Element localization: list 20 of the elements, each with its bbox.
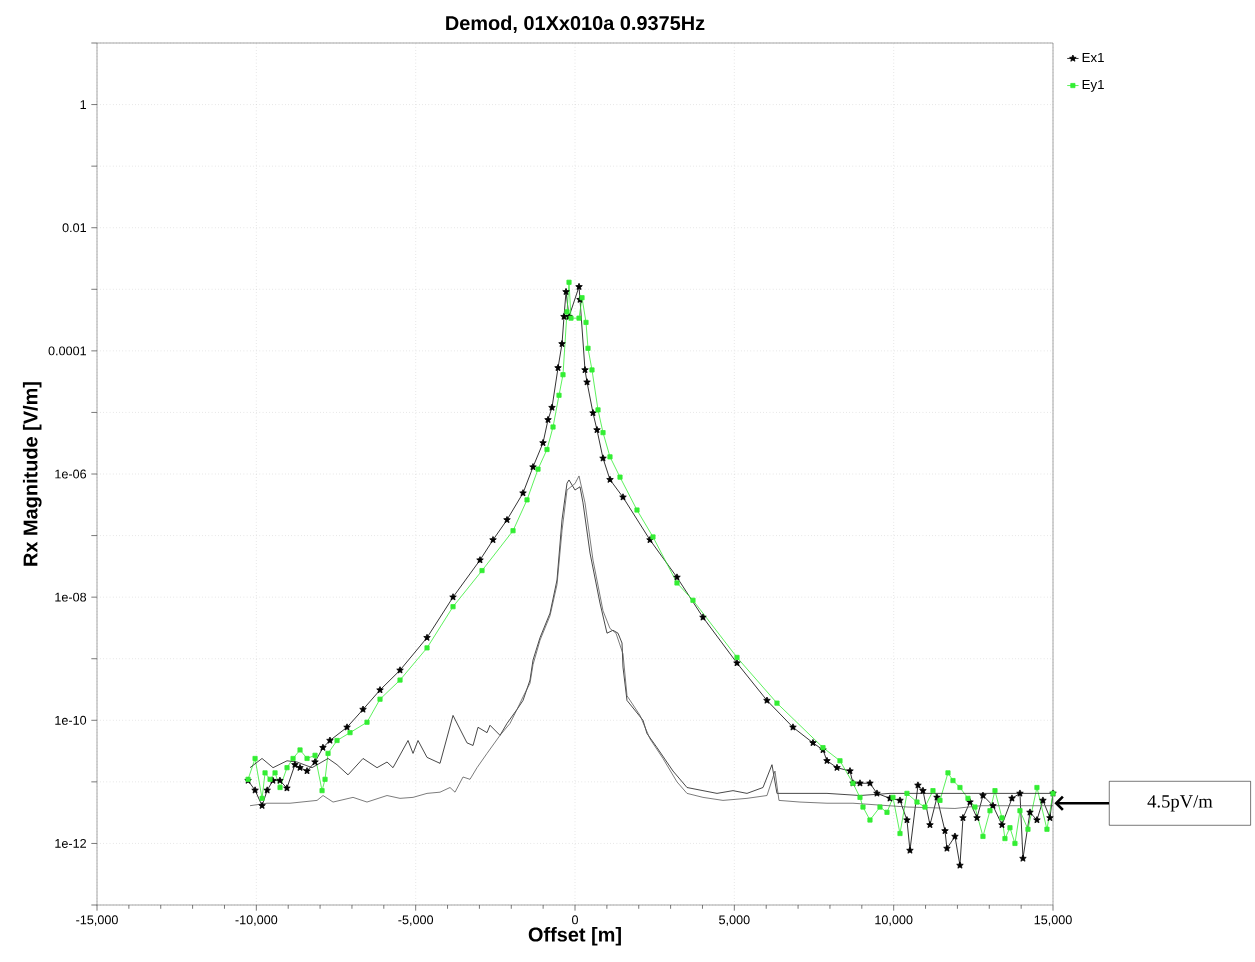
y-tick-label: 1 [80, 100, 87, 109]
x-tick-label: 10,000 [875, 915, 913, 926]
x-tick-label: 5,000 [719, 915, 750, 926]
x-axis-title: Offset [m] [528, 926, 621, 946]
x-tick-label: -5,000 [398, 915, 434, 926]
x-tick-label: -10,000 [235, 915, 278, 926]
y-tick-label: 1e-12 [55, 838, 87, 848]
x-tick-label: -15,000 [76, 915, 118, 926]
legend-label: Ex1 [1082, 52, 1104, 63]
x-tick-label: 0 [572, 915, 579, 925]
y-tick-label: 0.0001 [48, 346, 87, 356]
text: 4.5pV/m [1147, 795, 1213, 812]
y-tick-label: 0.01 [62, 223, 87, 233]
y-axis-title: Rx Magnitude [V/m] [22, 382, 42, 566]
chart-title: Demod, 01Xx010a 0.9375Hz [446, 15, 705, 33]
y-tick-label: 1e-10 [55, 715, 87, 725]
x-tick-label: 15,000 [1034, 915, 1072, 926]
y-tick-label: 1e-08 [55, 592, 87, 602]
legend-label: Ey1 [1082, 79, 1104, 92]
y-tick-label: 1e-06 [55, 469, 87, 479]
